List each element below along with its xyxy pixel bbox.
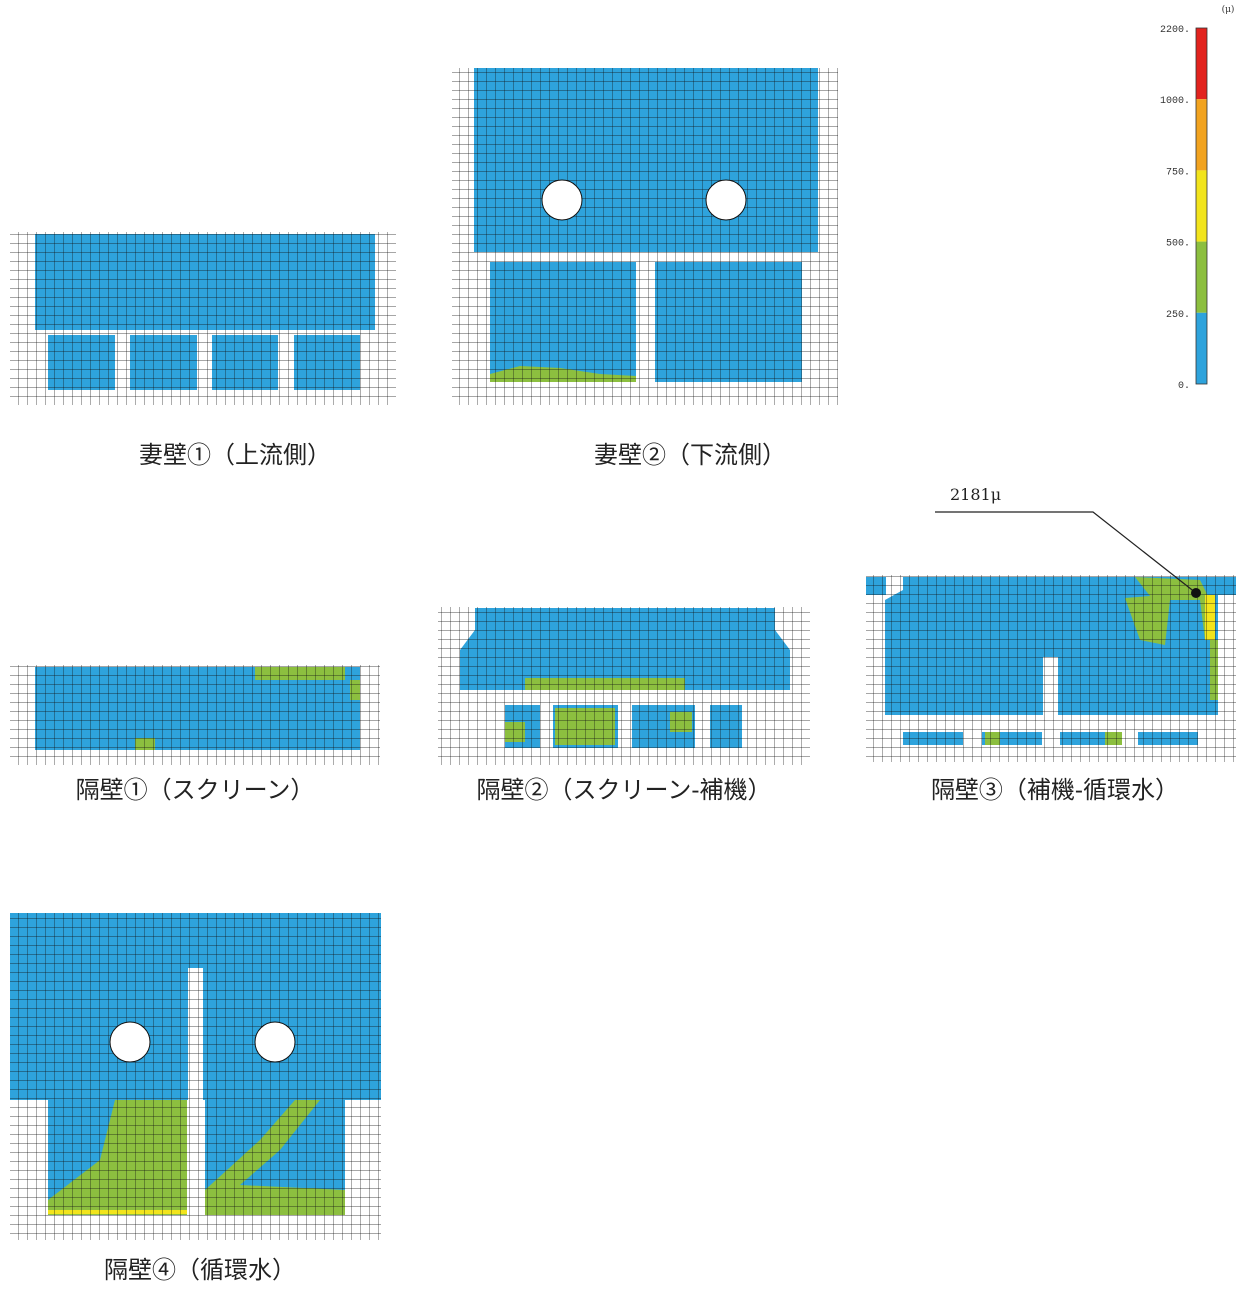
panel — [866, 575, 1236, 762]
caption: 妻壁①（上流側） — [139, 441, 331, 469]
legend-label: 1000. — [1160, 96, 1190, 107]
caption: 隔壁②（スクリーン-補機） — [477, 776, 772, 804]
leader-dot — [1191, 588, 1201, 598]
caption: 隔壁④（循環水） — [104, 1256, 296, 1284]
legend-band — [1196, 99, 1207, 171]
panel — [10, 913, 381, 1240]
caption: 妻壁②（下流側） — [594, 441, 786, 469]
legend-frame — [1195, 27, 1208, 385]
legend-band — [1196, 312, 1207, 384]
panel — [10, 232, 396, 405]
legend-band — [1196, 28, 1207, 100]
panel — [10, 665, 380, 765]
panel — [438, 607, 810, 765]
panel — [452, 68, 838, 405]
legend-label: 750. — [1166, 167, 1190, 178]
leader-line — [935, 511, 1197, 594]
annotation: 2181μ — [950, 485, 1001, 504]
caption: 隔壁①（スクリーン） — [76, 776, 315, 804]
legend: 2200. 1000. 750. 500. 250. 0. — [1160, 25, 1208, 392]
legend-unit: (μ) — [1222, 4, 1235, 15]
legend-band — [1196, 170, 1207, 242]
legend-label: 0. — [1178, 381, 1190, 392]
legend-label: 250. — [1166, 310, 1190, 321]
legend-label: 2200. — [1160, 25, 1190, 36]
legend-label: 500. — [1166, 239, 1190, 250]
caption: 隔壁③（補機-循環水） — [931, 776, 1179, 804]
legend-band — [1196, 241, 1207, 313]
